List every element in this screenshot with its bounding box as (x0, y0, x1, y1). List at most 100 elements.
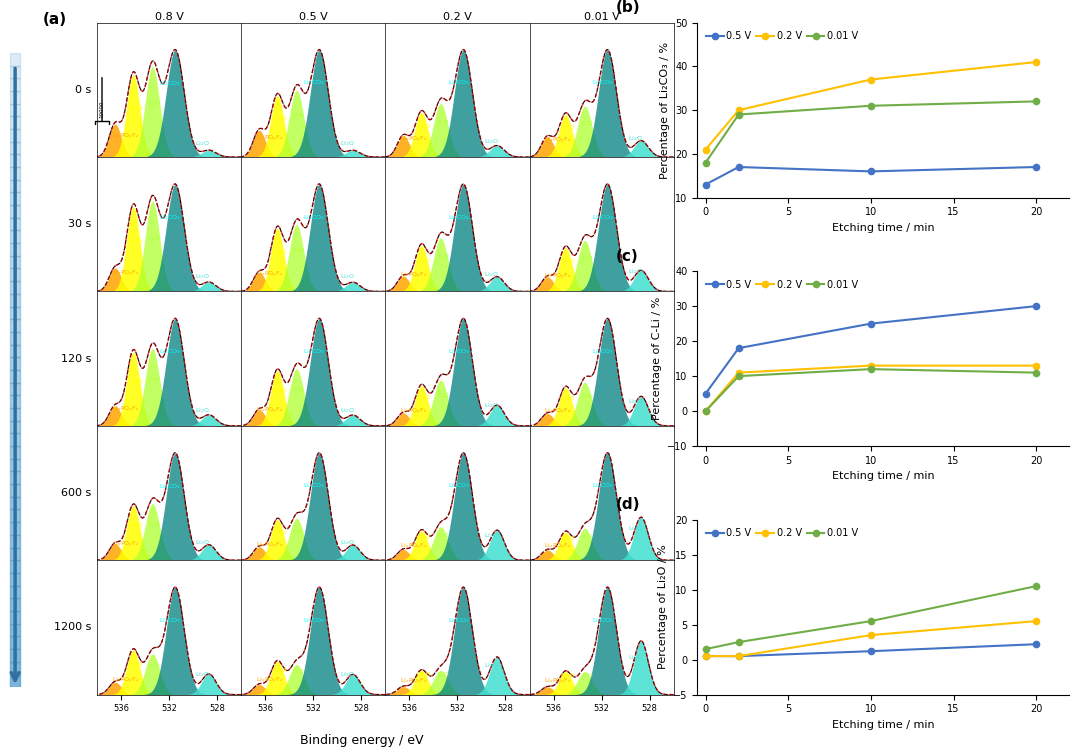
Bar (11, 560, 19, 573)
Text: C-O: C-O (293, 387, 305, 392)
Bar (11, 294, 19, 307)
Title: 0.5 V: 0.5 V (299, 12, 327, 22)
0.2 V (1029, 617, 1042, 626)
Bar (11, 471, 19, 484)
Bar (11, 611, 19, 624)
Bar (11, 269, 19, 281)
0.2 V (732, 106, 745, 115)
Line: 0.5 V: 0.5 V (702, 303, 1039, 396)
Text: Li$_2$O: Li$_2$O (627, 654, 643, 662)
Text: C=O: C=O (561, 536, 576, 541)
Bar (11, 383, 19, 396)
0.5 V (1029, 162, 1042, 171)
0.2 V (699, 145, 712, 154)
Title: 0.8 V: 0.8 V (154, 12, 184, 22)
Text: Li$_2$CO$_3$: Li$_2$CO$_3$ (160, 616, 181, 625)
Text: C=O: C=O (417, 535, 431, 540)
Text: C-O: C-O (437, 672, 449, 677)
Text: Li$_2$CO$_3$: Li$_2$CO$_3$ (447, 347, 470, 356)
Text: Li$_2$CO$_3$: Li$_2$CO$_3$ (160, 482, 181, 491)
0.5 V (864, 319, 877, 328)
0.5 V (699, 180, 712, 189)
Text: 10000: 10000 (99, 100, 105, 118)
0.01 V (864, 365, 877, 374)
Bar (11, 180, 19, 193)
Text: Li$_2$O: Li$_2$O (627, 134, 643, 143)
0.01 V (699, 645, 712, 654)
Text: Li$_2$CO$_3$: Li$_2$CO$_3$ (592, 616, 613, 625)
Text: Li$_2$CO$_3$: Li$_2$CO$_3$ (447, 213, 470, 222)
Text: Li$_2$CO$_3$: Li$_2$CO$_3$ (303, 79, 325, 88)
Text: Li$_x$PO$_y$F$_z$: Li$_x$PO$_y$F$_z$ (256, 405, 283, 415)
Text: C-O: C-O (581, 121, 593, 126)
Text: Li$_x$PO$_y$F$_z$: Li$_x$PO$_y$F$_z$ (400, 135, 428, 145)
Text: Li$_x$PO$_y$F$_z$: Li$_x$PO$_y$F$_z$ (111, 540, 139, 550)
Bar (11, 408, 19, 421)
Bar (11, 154, 19, 167)
Bar (11, 433, 19, 446)
0.2 V (1029, 361, 1042, 370)
Text: C=O: C=O (272, 529, 287, 535)
Bar (11, 53, 19, 66)
Text: Li$_x$PO$_y$F$_z$: Li$_x$PO$_y$F$_z$ (111, 405, 139, 414)
0.01 V (864, 101, 877, 110)
Text: Li$_2$CO$_3$: Li$_2$CO$_3$ (303, 482, 325, 491)
Bar (11, 332, 19, 344)
0.2 V (699, 652, 712, 661)
Text: C=O: C=O (272, 388, 287, 393)
Text: Li$_2$CO$_3$: Li$_2$CO$_3$ (447, 482, 470, 491)
Text: C-O: C-O (149, 101, 161, 106)
Text: C=O: C=O (129, 522, 143, 528)
Text: Li$_2$O: Li$_2$O (627, 267, 643, 276)
Bar (11, 230, 19, 243)
Text: Li$_2$O: Li$_2$O (195, 406, 211, 415)
Text: Li$_2$O: Li$_2$O (195, 273, 211, 282)
Bar (11, 674, 19, 687)
Bar (11, 167, 19, 180)
Text: Li$_2$CO$_3$: Li$_2$CO$_3$ (592, 213, 613, 222)
Bar (11, 66, 19, 79)
Text: Li$_2$CO$_3$: Li$_2$CO$_3$ (592, 79, 613, 88)
Text: Li$_x$PO$_y$F$_z$: Li$_x$PO$_y$F$_z$ (111, 131, 139, 142)
0.01 V (1029, 581, 1042, 590)
Text: C-O: C-O (581, 255, 593, 260)
0.2 V (732, 652, 745, 661)
0.5 V (864, 647, 877, 656)
Title: 0.01 V: 0.01 V (583, 12, 620, 22)
X-axis label: Etching time / min: Etching time / min (832, 471, 934, 482)
Bar (11, 522, 19, 535)
Text: (a): (a) (42, 12, 67, 27)
Y-axis label: Percentage of Li₂O / %: Percentage of Li₂O / % (658, 544, 667, 670)
0.5 V (732, 162, 745, 171)
Bar (11, 510, 19, 522)
Text: Li$_2$O: Li$_2$O (339, 538, 354, 547)
0.2 V (1029, 57, 1042, 66)
0.01 V (1029, 97, 1042, 106)
Text: Li$_x$PO$_y$F$_z$: Li$_x$PO$_y$F$_z$ (544, 135, 571, 146)
Text: Li$_2$CO$_3$: Li$_2$CO$_3$ (160, 213, 181, 222)
Text: Li$_2$O: Li$_2$O (484, 531, 499, 540)
Line: 0.2 V: 0.2 V (702, 59, 1039, 153)
Bar (11, 142, 19, 154)
0.01 V (864, 617, 877, 626)
Line: 0.2 V: 0.2 V (702, 618, 1039, 659)
Bar (11, 624, 19, 636)
Text: Li$_2$CO$_3$: Li$_2$CO$_3$ (447, 616, 470, 625)
0.2 V (864, 630, 877, 639)
Line: 0.2 V: 0.2 V (702, 362, 1039, 414)
Bar (11, 636, 19, 649)
Text: C-O: C-O (149, 522, 161, 526)
Text: Li$_x$PO$_y$F$_z$: Li$_x$PO$_y$F$_z$ (256, 270, 283, 280)
Text: Li$_x$PO$_y$F$_z$: Li$_x$PO$_y$F$_z$ (544, 272, 571, 282)
Text: C-O: C-O (293, 669, 305, 674)
Text: (b): (b) (616, 0, 640, 15)
Text: (d): (d) (616, 497, 640, 512)
Bar (11, 256, 19, 269)
Bar (11, 459, 19, 471)
Bar (11, 446, 19, 459)
Bar (11, 79, 19, 91)
Text: C-O: C-O (149, 236, 161, 241)
Line: 0.5 V: 0.5 V (702, 164, 1039, 188)
Text: C=O: C=O (129, 106, 143, 110)
Text: C=O: C=O (561, 673, 576, 678)
